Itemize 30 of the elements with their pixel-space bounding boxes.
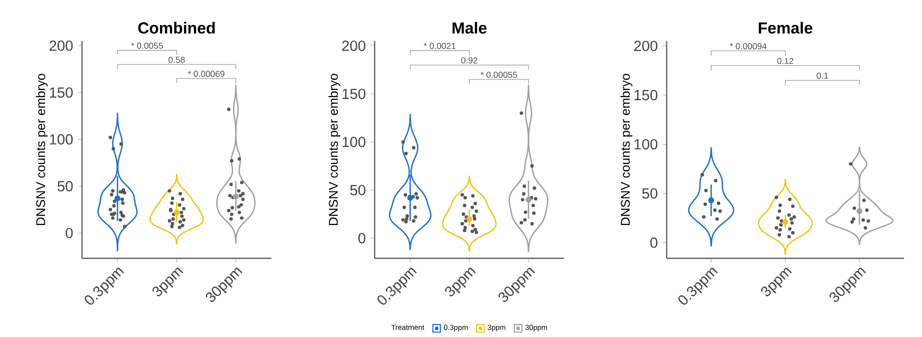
- annotation: 0.1: [816, 72, 828, 79]
- y-tick-label: 200: [50, 40, 73, 51]
- y-tick-label: 100: [634, 139, 658, 150]
- y-tick-label: 50: [350, 184, 366, 196]
- annotation: * 0.00094: [730, 43, 767, 50]
- y-tick-label: 200: [634, 40, 658, 52]
- y-tick-label: 200: [342, 40, 366, 52]
- y-tick-label: 150: [342, 88, 366, 100]
- y-tick-label: 0: [358, 232, 366, 244]
- y-axis-title: DNSNV counts per embryo: [328, 74, 340, 226]
- y-tick-label: 0: [650, 237, 658, 248]
- y-tick-label: 100: [342, 136, 366, 148]
- annotation: 0.92: [461, 57, 478, 64]
- y-tick-label: 150: [634, 90, 658, 100]
- y-tick-label: 150: [50, 87, 73, 98]
- annotation: * 0.0021: [424, 42, 456, 50]
- y-tick-label: 50: [58, 181, 73, 192]
- y-tick-label: 50: [642, 188, 658, 199]
- annotation: * 0.00055: [480, 72, 518, 78]
- annotation: 0.12: [777, 58, 794, 64]
- y-tick-label: 0: [66, 228, 73, 238]
- annotation: * 0.0055: [131, 42, 163, 49]
- chart-title: Male: [452, 22, 487, 34]
- y-axis-title: DNSNV counts per embryo: [36, 74, 48, 225]
- annotation: 0.58: [168, 56, 185, 63]
- chart-title: Combined: [138, 22, 215, 34]
- y-tick-label: 100: [50, 134, 73, 145]
- annotation: * 0.00069: [188, 70, 224, 77]
- chart-title: Female: [758, 22, 812, 34]
- y-axis-title: DNSNV counts per embryo: [620, 74, 632, 226]
